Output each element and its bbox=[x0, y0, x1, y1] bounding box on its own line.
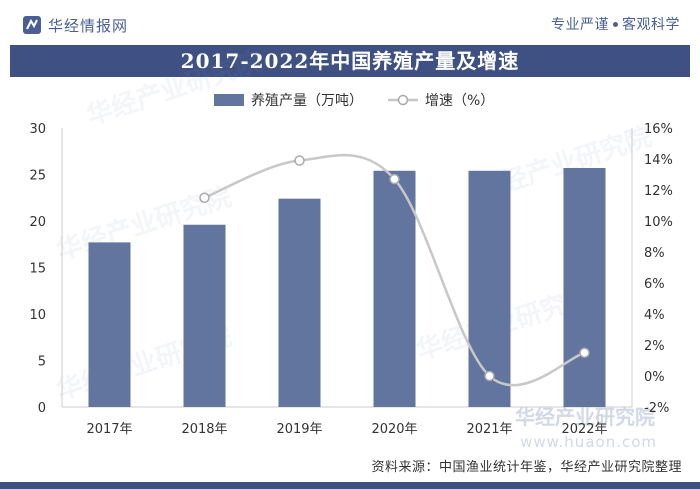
brand[interactable]: 华经情报网 bbox=[22, 14, 128, 36]
left-axis-tick-label: 5 bbox=[38, 355, 46, 370]
legend-line-marker bbox=[397, 94, 409, 106]
legend-line-label: 增速（%） bbox=[425, 93, 494, 109]
watermark-text: 华经产业研究院 bbox=[83, 46, 266, 132]
tagline-left: 专业严谨 bbox=[551, 17, 609, 33]
bar-2019年 bbox=[278, 198, 321, 407]
x-axis-tick-label: 2017年 bbox=[86, 422, 132, 437]
right-axis-tick-label: 8% bbox=[644, 246, 665, 261]
right-axis-tick-label: 4% bbox=[644, 308, 665, 323]
watermark-text: 华经产业研究院 bbox=[515, 405, 655, 429]
legend-bar-swatch bbox=[214, 94, 244, 106]
right-axis-tick-label: 16% bbox=[644, 122, 673, 137]
growth-point-2022年 bbox=[579, 347, 590, 358]
right-axis-tick-label: 14% bbox=[644, 153, 673, 168]
bar-2022年 bbox=[563, 167, 606, 407]
left-axis-tick-label: 0 bbox=[38, 401, 46, 416]
brand-name: 华经情报网 bbox=[48, 16, 129, 35]
chart-title: 2017-2022年中国养殖产量及增速 bbox=[10, 45, 690, 77]
right-axis-tick-label: -2% bbox=[644, 401, 669, 416]
bottom-line bbox=[0, 482, 700, 489]
right-axis-tick-label: 0% bbox=[644, 370, 665, 385]
tagline: 专业严谨 客观科学 bbox=[551, 14, 680, 34]
left-axis-tick-label: 20 bbox=[29, 215, 46, 230]
right-axis-tick-label: 2% bbox=[644, 339, 665, 354]
x-axis-tick-label: 2021年 bbox=[466, 422, 512, 437]
left-axis-tick-label: 10 bbox=[29, 308, 46, 323]
growth-point-2018年 bbox=[199, 192, 210, 203]
bar-2017年 bbox=[88, 242, 131, 407]
bar-2018年 bbox=[183, 224, 226, 407]
growth-line bbox=[204, 153, 585, 387]
watermark-url: www.huaon.com bbox=[520, 433, 657, 451]
legend-bar-label: 养殖产量（万吨） bbox=[251, 92, 363, 109]
tagline-dot-icon bbox=[613, 21, 618, 27]
growth-point-2019年 bbox=[294, 155, 305, 166]
right-axis-tick-label: 6% bbox=[644, 277, 665, 292]
logo-icon bbox=[23, 16, 41, 34]
growth-point-2020年 bbox=[389, 173, 400, 185]
right-axis-tick-label: 10% bbox=[644, 215, 673, 230]
bar-2020年 bbox=[373, 170, 416, 407]
header: 华经情报网 专业严谨 客观科学 bbox=[0, 0, 700, 48]
x-axis-tick-label: 2020年 bbox=[371, 422, 417, 437]
left-axis-tick-label: 25 bbox=[29, 169, 46, 184]
source-note: 资料来源：中国渔业统计年鉴，华经产业研究院整理 bbox=[371, 460, 682, 475]
bar-2021年 bbox=[468, 170, 511, 407]
right-axis-tick-label: 12% bbox=[644, 184, 673, 199]
x-axis-tick-label: 2022年 bbox=[561, 422, 607, 437]
x-axis-tick-label: 2019年 bbox=[276, 422, 322, 437]
x-axis-tick-label: 2018年 bbox=[181, 422, 227, 437]
left-axis-tick-label: 30 bbox=[29, 122, 46, 137]
tagline-right: 客观科学 bbox=[622, 17, 680, 33]
growth-point-2021年 bbox=[484, 370, 495, 382]
left-axis-tick-label: 15 bbox=[29, 262, 46, 277]
